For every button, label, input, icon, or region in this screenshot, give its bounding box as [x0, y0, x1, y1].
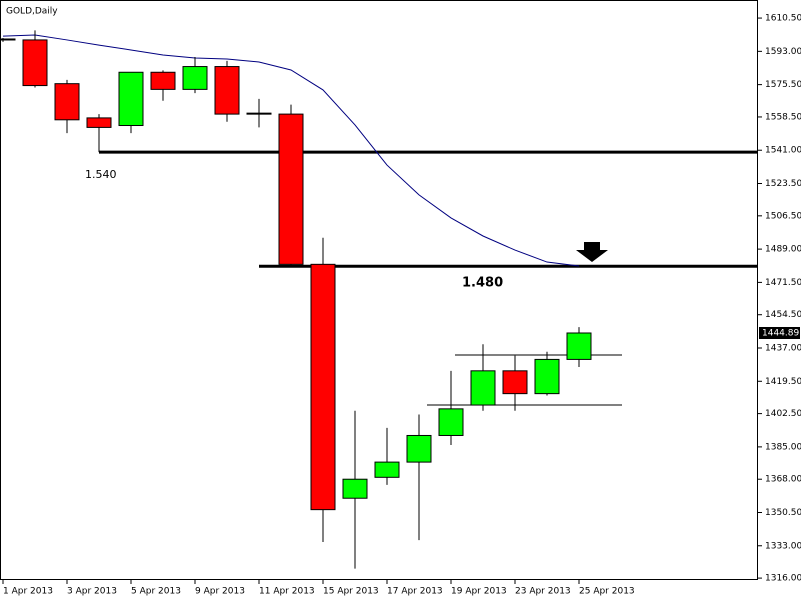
candle-body: [150, 71, 176, 90]
candle-body: [86, 117, 112, 128]
y-tick-label: 1523.50: [765, 179, 801, 189]
candle-body: [278, 113, 304, 265]
candle-body: [118, 71, 144, 127]
candle-body: [502, 370, 528, 395]
plot-frame: [0, 0, 758, 580]
candle-body: [22, 39, 48, 87]
x-tick-label: 25 Apr 2013: [579, 587, 635, 597]
candle-body: [246, 112, 272, 115]
y-tick-label: 1316.00: [765, 574, 801, 584]
chart-title: GOLD,Daily: [6, 7, 58, 17]
x-tick-label: 19 Apr 2013: [451, 587, 507, 597]
candle-body: [0, 38, 16, 41]
y-tick-label: 1333.00: [765, 541, 801, 551]
x-tick-label: 15 Apr 2013: [323, 587, 379, 597]
y-tick-label: 1350.50: [765, 508, 801, 518]
candle-body: [54, 83, 80, 121]
y-tick-label: 1489.00: [765, 245, 801, 255]
y-tick-label: 1385.00: [765, 442, 801, 452]
candle-body: [470, 370, 496, 406]
last-price-box: [759, 326, 800, 339]
y-tick-label: 1471.50: [765, 278, 801, 288]
candle-body: [342, 478, 368, 499]
candle-body: [406, 434, 432, 463]
y-tick-label: 1437.00: [765, 344, 801, 354]
level-label: 1.480: [462, 276, 503, 291]
y-tick-label: 1368.00: [765, 475, 801, 485]
y-tick-label: 1506.50: [765, 211, 801, 221]
candle-body: [566, 332, 592, 360]
candle-body: [214, 66, 240, 115]
y-tick-label: 1575.50: [765, 80, 801, 90]
y-tick-label: 1593.00: [765, 47, 801, 57]
candle-body: [182, 66, 208, 90]
x-tick-label: 1 Apr 2013: [3, 587, 53, 597]
y-tick-label: 1541.00: [765, 146, 801, 156]
x-tick-label: 17 Apr 2013: [387, 587, 443, 597]
last-price-label: 1444.89: [762, 328, 799, 338]
candle-body: [374, 461, 400, 478]
moving-average: [2, 34, 580, 267]
y-tick-label: 1558.50: [765, 112, 801, 122]
y-tick-label: 1402.50: [765, 409, 801, 419]
candle-body: [534, 358, 560, 395]
x-tick-label: 23 Apr 2013: [515, 587, 571, 597]
x-tick-label: 9 Apr 2013: [195, 587, 245, 597]
candle-body: [310, 263, 336, 511]
y-tick-label: 1419.50: [765, 377, 801, 387]
arrow-icon: [576, 242, 608, 262]
y-tick-label: 1454.50: [765, 310, 801, 320]
x-tick-label: 11 Apr 2013: [259, 587, 315, 597]
x-tick-label: 3 Apr 2013: [67, 587, 117, 597]
level-label: 1.540: [85, 168, 117, 181]
candle-body: [438, 408, 464, 436]
y-tick-label: 1610.50: [765, 14, 801, 24]
x-tick-label: 5 Apr 2013: [131, 587, 181, 597]
